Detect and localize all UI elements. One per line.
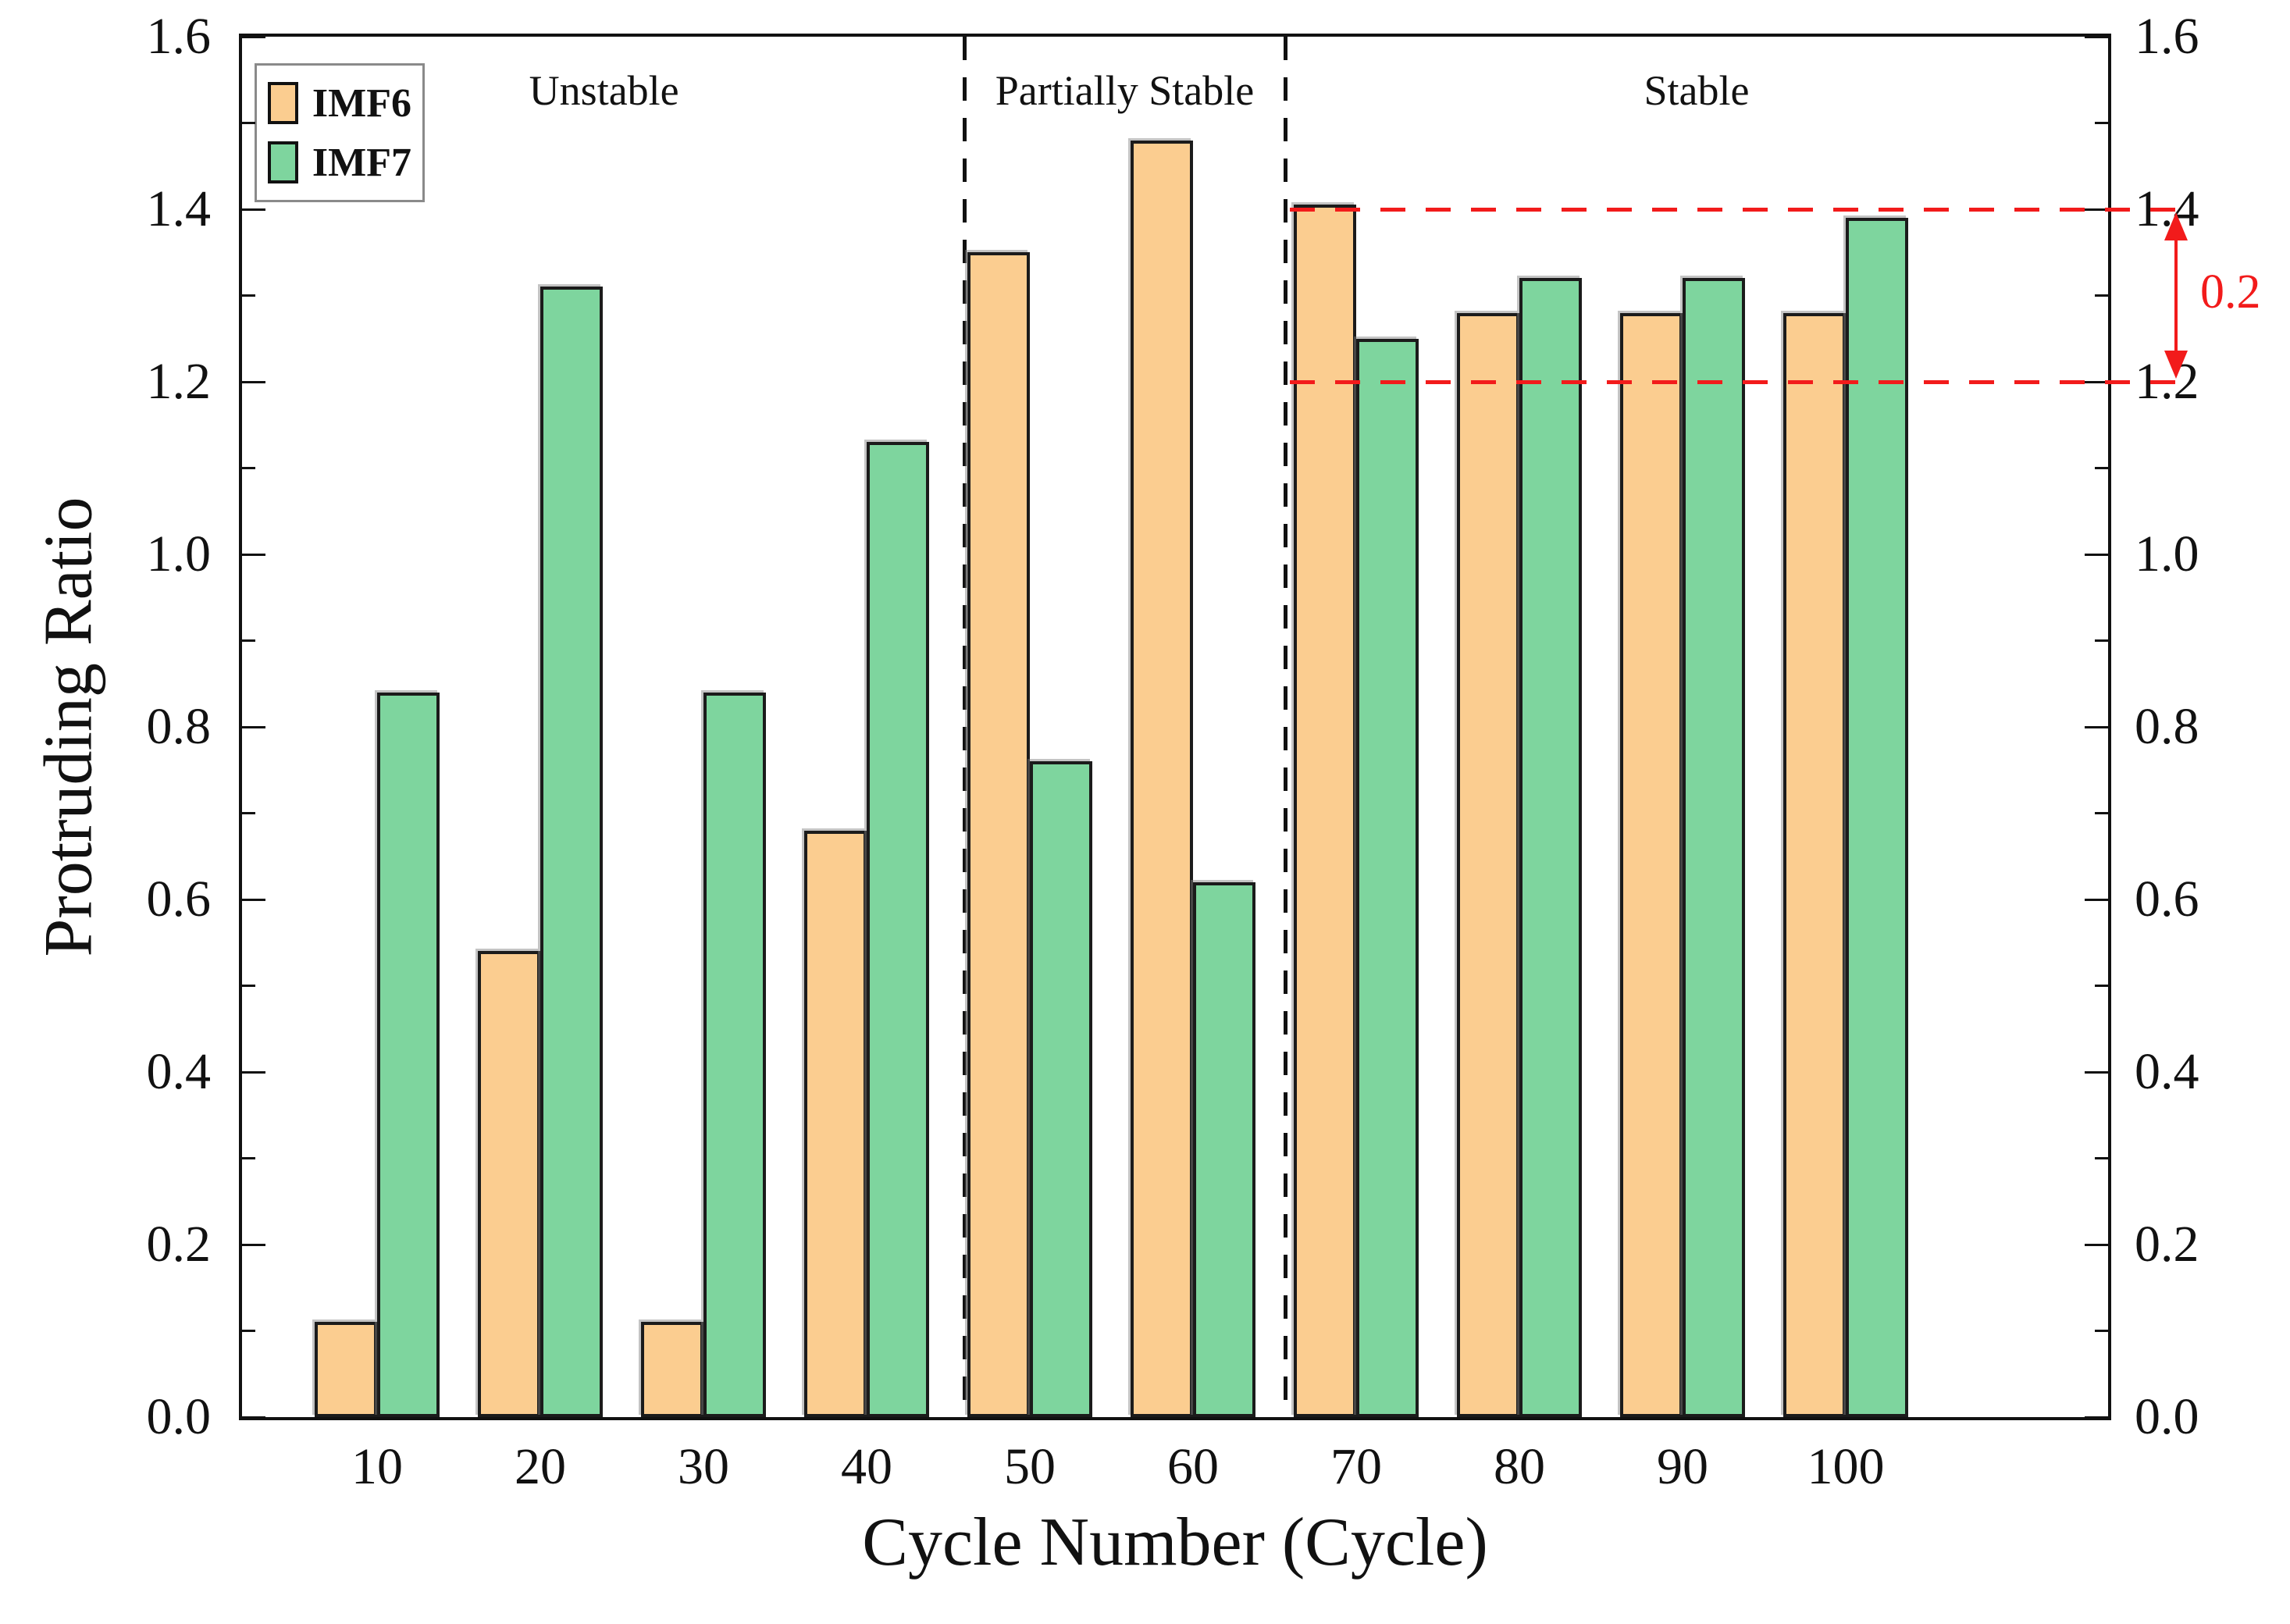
y-axis-tick-left: [242, 725, 265, 728]
annotation-arrow-line: [2174, 220, 2178, 371]
region-separator: [1283, 37, 1287, 1417]
x-axis-label: 100: [1807, 1438, 1885, 1495]
y-axis-tick-right: [2095, 467, 2108, 469]
y-axis-tick-right: [2085, 1243, 2108, 1246]
bar-imf6-cycle-50: [967, 252, 1030, 1417]
bar-imf7-cycle-40: [867, 442, 929, 1417]
y-axis-label-left: 1.4: [146, 180, 212, 237]
y-axis-tick-right: [2095, 812, 2108, 814]
y-axis-tick-right: [2095, 1157, 2108, 1159]
legend-label-imf6: IMF6: [312, 80, 411, 126]
bar-imf6-cycle-10: [315, 1322, 377, 1417]
y-axis-tick-left: [242, 985, 255, 987]
y-axis-label-right: 1.0: [2135, 525, 2199, 582]
y-axis-tick-left: [242, 380, 265, 383]
y-axis-label-left: 0.4: [146, 1043, 212, 1100]
y-axis-tick-left: [242, 1243, 265, 1246]
y-axis-label-left: 0.8: [146, 698, 212, 755]
legend-swatch-imf7: [268, 141, 298, 183]
region-label-unstable: Unstable: [529, 67, 679, 114]
y-axis-tick-left: [242, 1157, 255, 1159]
bar-imf7-cycle-50: [1030, 761, 1092, 1417]
y-axis-tick-left: [242, 898, 265, 901]
legend-label-imf7: IMF7: [312, 140, 411, 185]
y-axis-label-left: 0.2: [146, 1216, 212, 1273]
y-axis-label-right: 0.0: [2135, 1388, 2199, 1445]
bar-imf7-cycle-60: [1193, 881, 1255, 1417]
bar-imf6-cycle-90: [1620, 312, 1683, 1417]
y-axis-tick-right: [2095, 639, 2108, 642]
bar-imf6-cycle-30: [641, 1322, 703, 1417]
legend: IMF6 IMF7: [255, 63, 425, 202]
legend-swatch-imf6: [268, 82, 298, 124]
bar-imf7-cycle-30: [703, 692, 766, 1417]
y-axis-label-right: 0.4: [2135, 1043, 2199, 1100]
bar-imf7-cycle-100: [1846, 218, 1908, 1417]
y-axis-tick-left: [242, 1070, 265, 1074]
y-axis-tick-right: [2085, 35, 2108, 38]
x-axis-label: 20: [515, 1438, 566, 1495]
bar-imf6-cycle-80: [1457, 312, 1519, 1417]
y-axis-tick-left: [242, 1416, 265, 1419]
y-axis-tick-right: [2085, 898, 2108, 901]
bar-imf7-cycle-10: [377, 692, 440, 1417]
y-axis-tick-right: [2085, 553, 2108, 556]
bar-imf7-cycle-20: [540, 287, 603, 1417]
bar-imf6-cycle-20: [478, 951, 540, 1417]
y-axis-tick-left: [242, 639, 255, 642]
bar-imf6-cycle-40: [804, 830, 867, 1417]
x-axis-label: 70: [1330, 1438, 1382, 1495]
y-axis-label-left: 1.0: [146, 525, 212, 582]
y-axis-label-left: 1.6: [146, 8, 212, 65]
y-axis-tick-left: [242, 35, 265, 38]
y-axis-tick-right: [2095, 985, 2108, 987]
bar-imf7-cycle-90: [1683, 278, 1745, 1417]
y-axis-tick-left: [242, 208, 265, 211]
bar-imf7-cycle-80: [1519, 278, 1582, 1417]
annotation-label: 0.2: [2200, 265, 2261, 319]
region-label-partially-stable: Partially Stable: [995, 67, 1255, 114]
bar-imf7-cycle-70: [1356, 338, 1419, 1417]
region-separator: [963, 37, 967, 1417]
y-axis-tick-left: [242, 1330, 255, 1332]
legend-item-imf6: IMF6: [268, 75, 411, 131]
y-axis-label-right: 0.2: [2135, 1216, 2199, 1273]
annotation-arrow-up: [2164, 212, 2188, 240]
y-axis-tick-right: [2085, 1070, 2108, 1074]
y-axis-label-right: 0.8: [2135, 698, 2199, 755]
bar-imf6-cycle-70: [1294, 205, 1356, 1417]
y-axis-label-right: 0.6: [2135, 871, 2199, 928]
bar-imf6-cycle-100: [1783, 312, 1846, 1417]
y-axis-tick-right: [2095, 1330, 2108, 1332]
x-axis-label: 90: [1657, 1438, 1708, 1495]
x-axis-label: 10: [351, 1438, 403, 1495]
y-axis-tick-left: [242, 467, 255, 469]
y-axis-label-left: 0.6: [146, 871, 212, 928]
x-axis-label: 60: [1167, 1438, 1219, 1495]
y-axis-label-left: 1.2: [146, 353, 212, 410]
y-axis-tick-left: [242, 553, 265, 556]
y-axis-tick-left: [242, 294, 255, 297]
reference-line-1.2: [1289, 379, 2186, 384]
y-axis-label-left: 0.0: [146, 1388, 212, 1445]
y-axis-tick-right: [2095, 122, 2108, 124]
bar-imf6-cycle-60: [1131, 140, 1193, 1417]
y-axis-tick-right: [2085, 1416, 2108, 1419]
x-axis-label: 30: [678, 1438, 729, 1495]
y-axis-label-right: 1.6: [2135, 8, 2199, 65]
y-axis-tick-left: [242, 812, 255, 814]
x-axis-label: 80: [1494, 1438, 1545, 1495]
region-label-stable: Stable: [1644, 67, 1750, 114]
y-axis-tick-right: [2085, 725, 2108, 728]
annotation-arrow-down: [2164, 351, 2188, 379]
x-axis-title: Cycle Number (Cycle): [862, 1505, 1488, 1580]
x-axis-label: 40: [841, 1438, 892, 1495]
reference-line-1.4: [1289, 207, 2186, 212]
legend-item-imf7: IMF7: [268, 134, 411, 191]
y-axis-tick-left: [242, 122, 255, 124]
y-axis-tick-right: [2095, 294, 2108, 297]
x-axis-label: 50: [1004, 1438, 1056, 1495]
